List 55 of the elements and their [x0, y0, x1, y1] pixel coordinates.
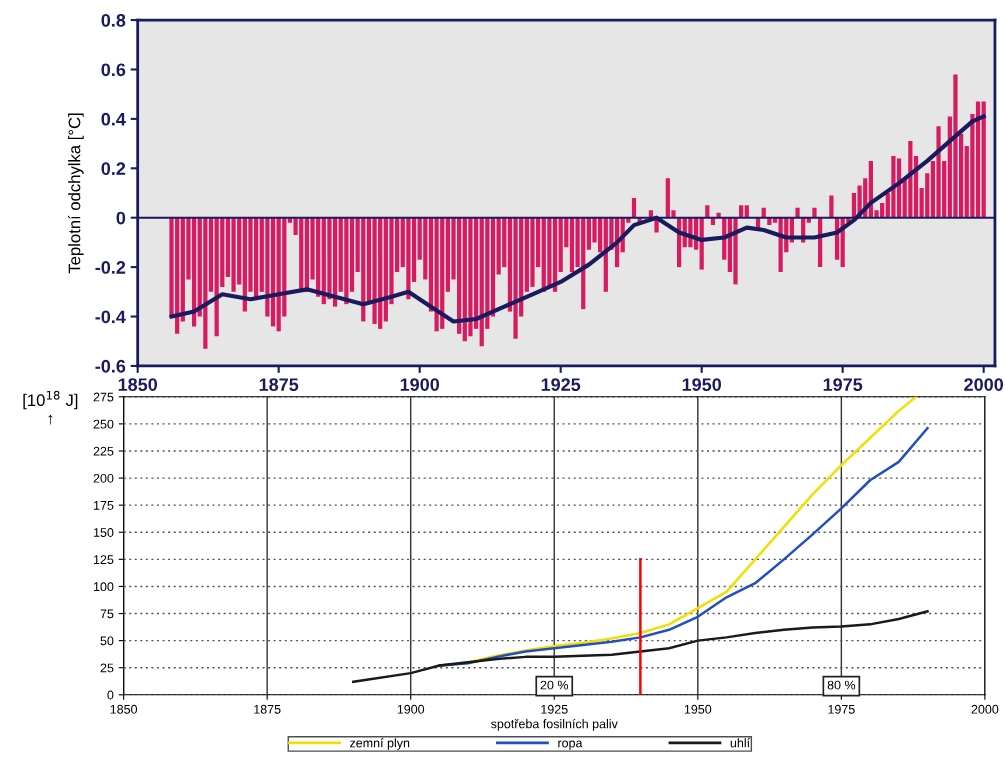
x-tick-label: 1875 [259, 378, 299, 391]
x-tick-label: 1850 [110, 704, 138, 714]
bar [739, 205, 744, 218]
x-tick-label: 1850 [118, 378, 158, 391]
y-tick-label: 250 [93, 419, 114, 429]
legend-label: ropa [558, 740, 583, 750]
bar [631, 197, 637, 218]
bar [744, 205, 749, 218]
y-axis-title: Teplotní odchylka [°C] [67, 113, 84, 274]
legend-label: uhlí [730, 738, 751, 748]
y-tick-label: 0.6 [101, 63, 126, 77]
y-tick-label: 225 [93, 446, 114, 456]
bar [705, 205, 710, 218]
x-tick-label: 2000 [971, 704, 999, 714]
legend-label: zemní plyn [350, 738, 410, 750]
x-tick-label: 1975 [828, 704, 855, 714]
x-tick-label: 1900 [400, 378, 440, 391]
y-tick-label: 25 [100, 663, 114, 673]
y-tick-label: 0.4 [101, 112, 126, 126]
y-tick-label: 0.2 [101, 162, 126, 176]
bar [716, 212, 721, 218]
x-tick-label: 1950 [682, 378, 722, 391]
annotation: 20 % [540, 680, 569, 690]
bar [349, 217, 355, 292]
y-tick-label: 0 [107, 690, 114, 700]
bar [812, 207, 817, 218]
y-tick-label: 125 [93, 555, 114, 564]
x-tick-label: 1925 [541, 378, 581, 391]
annotation: 80 % [827, 680, 856, 690]
bar [795, 207, 800, 218]
x-tick-label: 1900 [397, 704, 425, 714]
x-tick-label: 1950 [684, 704, 712, 714]
y-tick-label: -0.4 [95, 310, 126, 324]
x-tick-label: 2000 [964, 378, 1004, 391]
bar [208, 217, 214, 292]
y-tick-label: 275 [93, 392, 114, 402]
bar [981, 101, 986, 218]
bar [829, 195, 834, 218]
y-tick-label: -0.2 [95, 261, 126, 274]
y-tick-label: 175 [93, 501, 114, 510]
y-tick-label: -0.6 [95, 359, 126, 373]
bar [648, 210, 654, 218]
y-tick-label: 50 [100, 636, 114, 646]
y-axis-title: [10$^{18}$ J] ↑ [23, 390, 78, 425]
y-tick-label: 0 [116, 211, 126, 225]
y-tick-label: 0.8 [101, 14, 126, 27]
x-axis-title: spotřeba fosilních paliv [491, 718, 618, 731]
x-tick-label: 1925 [541, 704, 568, 714]
y-tick-label: 200 [93, 473, 114, 483]
x-tick-label: 1875 [254, 704, 281, 714]
y-tick-label: 75 [100, 609, 114, 619]
y-tick-label: 150 [93, 528, 114, 537]
y-tick-label: 100 [93, 582, 114, 592]
bar [490, 217, 496, 317]
x-tick-label: 1975 [823, 378, 863, 391]
